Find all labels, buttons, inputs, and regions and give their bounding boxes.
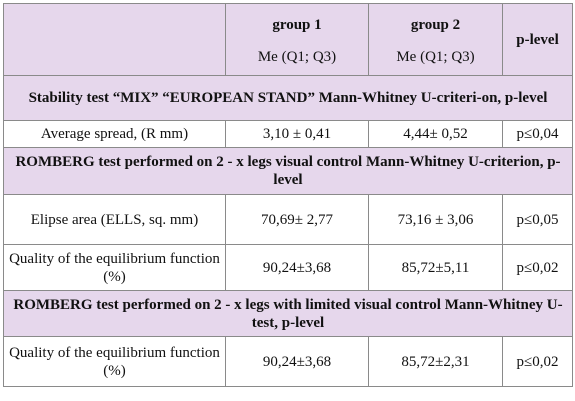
- table-row: Quality of the equilibrium function (%) …: [3, 336, 573, 387]
- row-label: Quality of the equilibrium function (%): [3, 244, 226, 291]
- table-row: Quality of the equilibrium function (%) …: [3, 244, 573, 291]
- section-title: ROMBERG test performed on 2 - x legs vis…: [3, 147, 573, 195]
- row-label: Elipse area (ELLS, sq. mm): [3, 194, 226, 245]
- row-group2-value: 85,72±5,11: [368, 244, 503, 291]
- header-empty-cell: [3, 3, 226, 76]
- row-plevel-value: p≤0,05: [502, 194, 573, 245]
- row-label: Quality of the equilibrium function (%): [3, 336, 226, 387]
- row-group1-value: 90,24±3,68: [225, 244, 369, 291]
- section-row: Stability test “MIX” “EUROPEAN STAND” Ma…: [3, 75, 573, 121]
- table-row: Average spread, (R mm) 3,10 ± 0,41 4,44±…: [3, 120, 573, 148]
- section-row: ROMBERG test performed on 2 - x legs wit…: [3, 290, 573, 337]
- section-title: ROMBERG test performed on 2 - x legs wit…: [3, 290, 573, 337]
- row-group1-value: 90,24±3,68: [225, 336, 369, 387]
- table-row: Elipse area (ELLS, sq. mm) 70,69± 2,77 7…: [3, 194, 573, 245]
- section-row: ROMBERG test performed on 2 - x legs vis…: [3, 147, 573, 195]
- group1-title: group 1: [272, 17, 322, 33]
- table-header-row: group 1 Me (Q1; Q3) group 2 Me (Q1; Q3) …: [3, 3, 573, 76]
- row-plevel-value: p≤0,02: [502, 244, 573, 291]
- row-plevel-value: p≤0,02: [502, 336, 573, 387]
- group2-title: group 2: [410, 17, 461, 33]
- group1-subtitle: Me (Q1; Q3): [257, 49, 337, 65]
- results-table-wrapper: group 1 Me (Q1; Q3) group 2 Me (Q1; Q3) …: [3, 3, 573, 387]
- row-group2-value: 4,44± 0,52: [368, 120, 503, 148]
- row-group1-value: 3,10 ± 0,41: [225, 120, 369, 148]
- row-group1-value: 70,69± 2,77: [225, 194, 369, 245]
- row-group2-value: 73,16 ± 3,06: [368, 194, 503, 245]
- results-table: group 1 Me (Q1; Q3) group 2 Me (Q1; Q3) …: [3, 3, 573, 387]
- header-group1: group 1 Me (Q1; Q3): [225, 3, 369, 76]
- group2-subtitle: Me (Q1; Q3): [396, 49, 475, 65]
- header-group2: group 2 Me (Q1; Q3): [368, 3, 503, 76]
- row-label: Average spread, (R mm): [3, 120, 226, 148]
- row-plevel-value: p≤0,04: [502, 120, 573, 148]
- header-plevel: p-level: [502, 3, 573, 76]
- row-group2-value: 85,72±2,31: [368, 336, 503, 387]
- section-title: Stability test “MIX” “EUROPEAN STAND” Ma…: [3, 75, 573, 121]
